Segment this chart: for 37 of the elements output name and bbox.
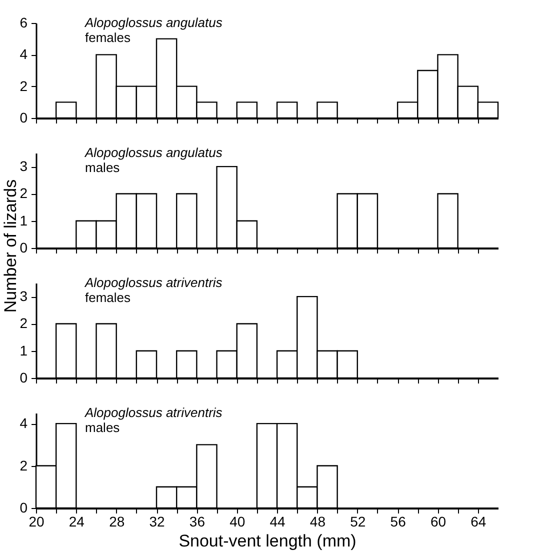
annotation: females — [85, 30, 132, 45]
y-tick-label: 1 — [20, 212, 28, 228]
y-axis-title: Number of lizards — [1, 179, 20, 313]
x-tick-label: 52 — [350, 514, 366, 530]
x-tick-label: 48 — [310, 514, 326, 530]
x-tick-label: 60 — [430, 514, 446, 530]
y-tick-label: 3 — [20, 158, 28, 174]
x-tick-label: 24 — [68, 514, 85, 530]
annotation: Alopoglossus angulatus — [84, 145, 223, 160]
y-tick-label: 0 — [20, 110, 28, 126]
y-tick-label: 4 — [20, 415, 28, 432]
x-tick-label: 64 — [470, 514, 486, 530]
annotation: Alopoglossus atriventris — [84, 405, 223, 420]
y-tick-label: 2 — [20, 185, 28, 202]
y-tick-label: 2 — [20, 457, 28, 474]
y-tick-label: 6 — [20, 14, 28, 30]
annotation: males — [85, 160, 120, 175]
x-tick-label: 56 — [390, 514, 406, 530]
x-tick-label: 36 — [189, 514, 206, 530]
y-tick-label: 2 — [20, 315, 28, 332]
y-tick-label: 1 — [20, 342, 28, 358]
annotation: Alopoglossus atriventris — [84, 275, 223, 290]
x-tick-label: 28 — [109, 514, 125, 530]
x-tick-label: 20 — [28, 514, 44, 530]
y-tick-label: 3 — [20, 288, 28, 304]
y-tick-label: 0 — [20, 370, 28, 386]
x-tick-label: 32 — [149, 514, 166, 530]
y-tick-label: 2 — [20, 78, 28, 94]
y-tick-label: 0 — [20, 500, 28, 516]
annotation: males — [85, 420, 120, 435]
x-tick-label: 44 — [270, 514, 286, 530]
annotation: Alopoglossus angulatus — [84, 15, 223, 30]
annotation: females — [85, 290, 132, 305]
x-axis-title: Snout-vent length (mm) — [178, 532, 356, 550]
y-tick-label: 0 — [20, 240, 28, 256]
y-tick-label: 4 — [20, 46, 28, 62]
x-tick-label: 40 — [230, 514, 246, 530]
